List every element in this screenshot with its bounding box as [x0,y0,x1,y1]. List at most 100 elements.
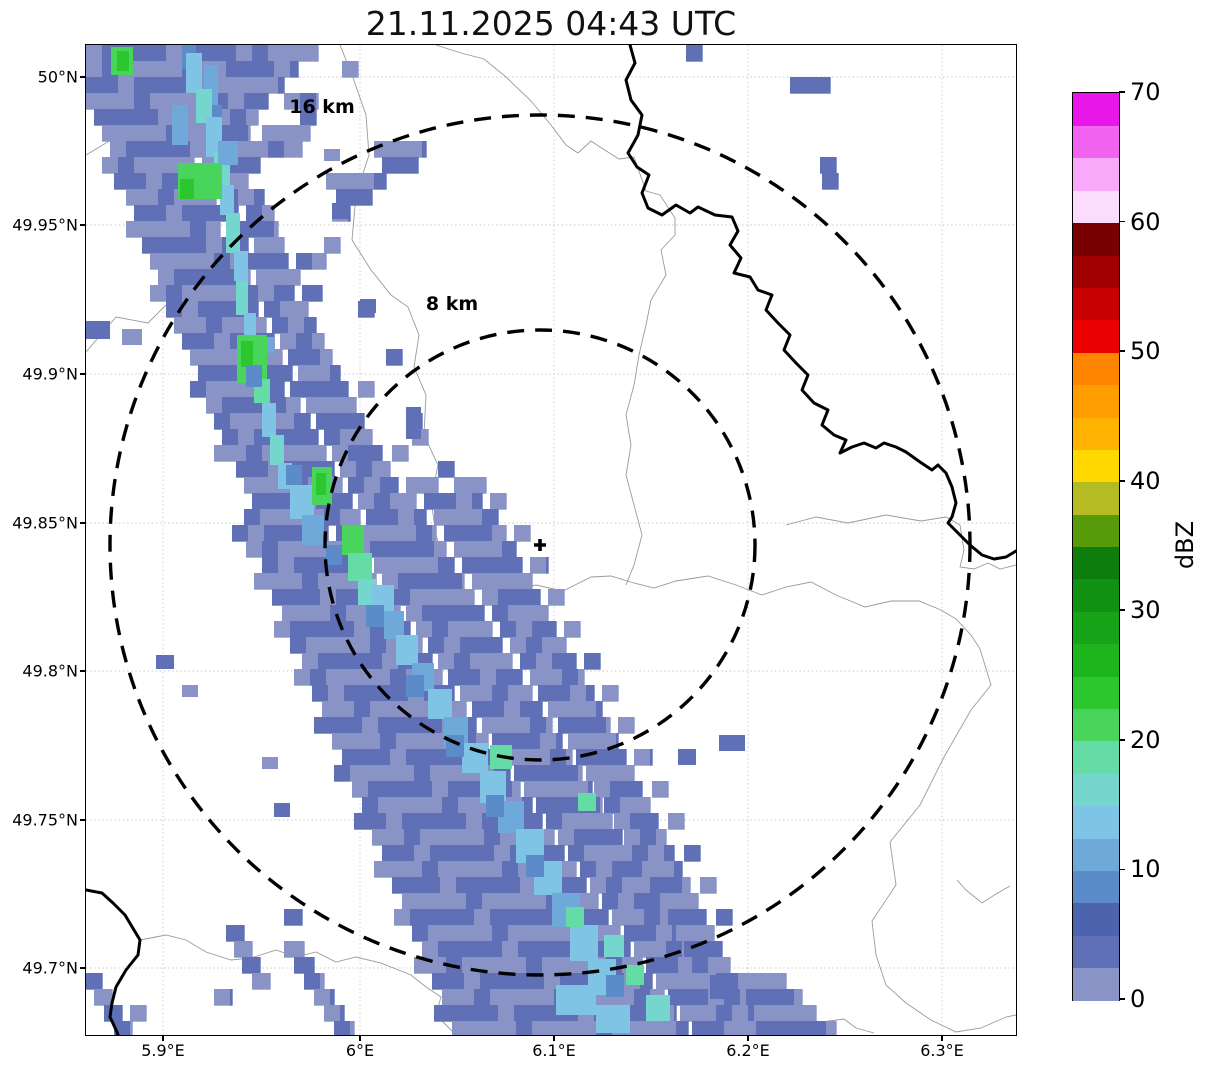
radar-cell [280,333,297,350]
radar-cell [630,813,647,830]
radar-cell [536,797,553,814]
radar-cell [500,1021,517,1035]
radar-cell [286,573,303,590]
x-axis-tick-label: 6.2°E [726,1041,770,1060]
radar-cell [564,1021,581,1035]
radar-cell [104,1005,121,1022]
radar-cell [450,701,467,718]
radar-cell [450,813,467,830]
radar-cell [470,861,487,878]
radar-cell [596,861,613,878]
radar-cell [490,989,507,1006]
radar-cell [454,941,471,958]
colorbar-segment [1073,319,1119,353]
radar-cell [600,845,617,862]
radar-cell [102,125,119,142]
radar-cell [214,77,231,94]
radar-cell [248,125,251,142]
radar-cell [538,909,555,926]
y-axis-tick [80,76,85,78]
radar-cell [446,765,463,782]
radar-cell [206,269,223,286]
radar-cell [474,909,491,926]
radar-cell [624,749,627,766]
colorbar [1072,92,1120,1001]
y-axis-tick [80,670,85,672]
radar-cell [524,925,541,942]
radar-cell [494,557,511,574]
radar-cell [456,877,473,894]
radar-cell [174,317,191,334]
radar-cell [550,749,567,766]
radar-cell [232,125,249,142]
radar-cell [440,493,457,510]
radar-cell [440,877,457,894]
radar-cell-core [196,89,212,123]
radar-cell [312,333,325,350]
radar-cell [296,253,313,270]
radar-cell [390,749,407,766]
radar-cell [416,525,433,542]
radar-cell [276,253,289,270]
radar-cell [542,957,559,974]
radar-cell [536,653,553,670]
radar-cell [166,77,183,94]
radar-cell [674,861,683,878]
radar-cell [348,493,353,510]
radar-cell [366,653,383,670]
radar-cell [402,541,419,558]
boundary-line [785,514,1016,570]
radar-cell [434,813,451,830]
radar-cell [258,957,261,974]
radar-cell [438,861,455,878]
colorbar-tick [1119,220,1125,223]
radar-cell [372,461,389,478]
radar-cell [626,1005,643,1022]
radar-cell [454,861,471,878]
radar-cell-core [246,365,262,387]
radar-cell [166,61,183,78]
radar-cell [284,141,301,158]
radar-cell [262,77,279,94]
radar-cell [356,461,373,478]
radar-cell [426,797,443,814]
radar-cell [556,781,573,798]
radar-cell [540,605,549,622]
radar-cell [454,605,471,622]
radar-cell [270,573,287,590]
radar-cell [510,557,523,574]
radar-cell [350,1021,355,1035]
radar-cell [246,205,263,222]
radar-cell [402,893,419,910]
radar-cell [242,925,245,942]
radar-cell [356,429,373,446]
radar-cell [274,61,291,78]
radar-cell-core [646,995,670,1021]
radar-cell [556,925,573,942]
radar-cell [288,349,305,366]
radar-cell [474,717,477,734]
radar-cell-core [570,925,598,961]
country-border [86,888,142,1035]
radar-cell [790,77,807,94]
radar-cell [414,765,431,782]
radar-cell [316,413,333,430]
range-ring-8km [323,328,757,762]
radar-cell [612,861,629,878]
radar-cell [158,109,175,126]
radar-cell [398,765,415,782]
radar-cell [594,781,611,798]
radar-cell [410,797,427,814]
radar-cell [230,285,237,302]
radar-cell [402,621,411,638]
radar-cell [700,909,707,926]
radar-cell [258,285,275,302]
radar-cell [314,605,331,622]
radar-cell [448,669,465,686]
radar-cell [438,653,455,670]
colorbar-segment [1073,449,1119,483]
radar-cell [492,685,509,702]
radar-cell [150,157,167,174]
radar-cell [568,653,577,670]
radar-cell [374,173,387,190]
